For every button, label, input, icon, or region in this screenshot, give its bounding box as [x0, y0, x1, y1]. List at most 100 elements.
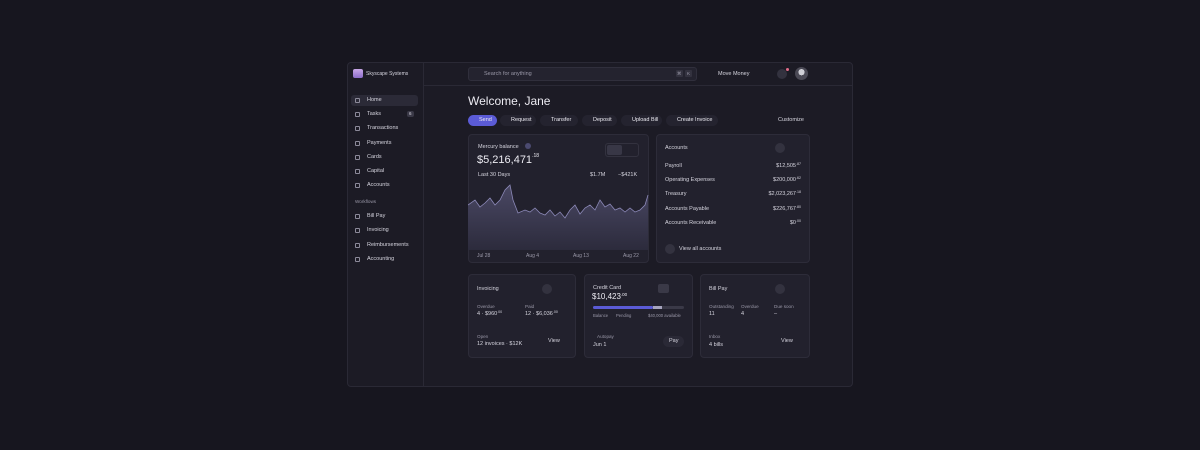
account-balance: $0.00	[790, 219, 801, 227]
paid-label: Paid	[525, 304, 535, 309]
action-label[interactable]: Send	[479, 117, 492, 123]
pay-button[interactable]	[663, 336, 684, 347]
balance-amount: $5,216,471.18	[477, 154, 539, 167]
search-placeholder: Search for anything	[484, 71, 532, 77]
account-balance: $226,767.80	[773, 205, 801, 213]
company-logo	[353, 69, 363, 78]
period[interactable]: Last 30 Days	[478, 172, 511, 178]
chart-toggle[interactable]	[605, 143, 639, 157]
action-button[interactable]	[468, 115, 497, 126]
nav-item[interactable]: Cards	[367, 154, 382, 160]
action-button[interactable]	[500, 115, 536, 126]
balance-label: Mercury balance	[478, 144, 519, 150]
kbd	[685, 70, 692, 77]
shortcut-key: K	[687, 71, 691, 76]
bill-pay-card	[700, 274, 810, 358]
nav-item[interactable]: Tasks	[367, 111, 382, 117]
available: $40,000 available	[648, 313, 681, 318]
action-label[interactable]: Create Invoice	[677, 117, 713, 123]
nav-item[interactable]: Accounts	[367, 182, 390, 188]
shield-icon	[525, 143, 531, 149]
notifications[interactable]	[777, 69, 787, 79]
inbox-value: 4 bills	[709, 342, 724, 348]
stat-label: Overdue	[741, 304, 759, 309]
nav-item[interactable]: Payments	[367, 140, 392, 146]
outflow: −$421K	[618, 172, 638, 178]
action-label[interactable]: Upload Bill	[632, 117, 659, 123]
action-button[interactable]	[666, 115, 718, 126]
add-button[interactable]	[775, 284, 785, 294]
view-link[interactable]: View	[781, 338, 793, 344]
paid-main: 12 · $6,036	[525, 311, 553, 317]
overdue-main: 4 · $960	[477, 311, 498, 317]
account-amount: $200,000	[773, 177, 796, 184]
pending-legend: Pending	[616, 313, 632, 318]
accounts-card	[656, 134, 810, 263]
action-button[interactable]	[621, 115, 662, 126]
account-name[interactable]: Operating Expenses	[665, 177, 715, 184]
account-cents: .80	[796, 204, 801, 209]
nav-item[interactable]: Reimbursements	[367, 242, 409, 248]
stat-label: Outstanding	[709, 304, 734, 309]
account-cents: .00	[796, 218, 801, 223]
account-name[interactable]: Payroll	[665, 163, 682, 169]
stat-value: 4	[741, 311, 745, 317]
nav-icon	[355, 213, 360, 219]
nav-item[interactable]: Invoicing	[367, 227, 389, 233]
notification-dot	[786, 68, 789, 71]
credit-main: $10,423	[592, 292, 621, 301]
action-label[interactable]: Transfer	[551, 117, 572, 123]
nav-item[interactable]: Accounting	[367, 256, 395, 262]
stat-value: –	[774, 311, 778, 317]
account-name[interactable]: Treasury	[665, 191, 687, 198]
company-name[interactable]: Skyscape Systems	[366, 71, 409, 77]
autopay-label: Autopay	[597, 334, 614, 339]
add-button[interactable]	[542, 284, 552, 294]
account-cents: .87	[796, 162, 801, 166]
credit-bar-balance	[593, 306, 653, 309]
search-box[interactable]	[468, 67, 697, 81]
account-balance: $12,505.87	[776, 162, 801, 170]
nav-item[interactable]: Capital	[367, 168, 385, 174]
action-button[interactable]	[540, 115, 578, 126]
open-value: 12 invoices · $12K	[477, 341, 523, 347]
view-all-icon	[665, 244, 675, 254]
inflow: $1.7M	[590, 172, 606, 178]
customize[interactable]: Customize	[778, 117, 804, 123]
pay-label[interactable]: Pay	[669, 338, 679, 344]
account-name[interactable]: Accounts Payable	[665, 205, 710, 212]
balance-chart	[468, 184, 649, 250]
line-view[interactable]	[607, 145, 622, 155]
nav-icon	[355, 256, 360, 262]
nav-item[interactable]: Home	[367, 97, 382, 103]
account-amount: $226,767	[773, 205, 796, 212]
date-label: Aug 13	[573, 253, 589, 259]
nav-icon	[355, 140, 360, 146]
inbox-label: Inbox	[709, 334, 721, 339]
account-cents: .18	[796, 190, 801, 195]
action-label[interactable]: Deposit	[593, 117, 612, 123]
nav-item[interactable]: Bill Pay	[367, 213, 386, 219]
balance-main: $5,216,471	[477, 154, 533, 166]
action-label[interactable]: Request	[511, 117, 532, 123]
view-all-accounts[interactable]: View all accounts	[679, 246, 722, 252]
section-label: Workflows	[355, 199, 377, 204]
add-button[interactable]	[775, 143, 785, 153]
account-name[interactable]: Accounts Receivable	[665, 219, 717, 226]
balance-line	[468, 184, 649, 219]
view-link[interactable]: View	[548, 338, 560, 344]
nav-badge: 6	[409, 111, 412, 116]
bill-pay-title: Bill Pay	[709, 286, 728, 292]
nav-item[interactable]: Transactions	[367, 125, 399, 131]
nav-icon	[355, 168, 360, 174]
nav-icon	[355, 125, 360, 131]
welcome-title: Welcome, Jane	[468, 94, 551, 108]
action-button[interactable]	[582, 115, 617, 126]
nav-icon	[355, 111, 360, 117]
avatar[interactable]	[795, 67, 808, 80]
balance-cents: .18	[532, 153, 540, 159]
date-label: Jul 28	[477, 253, 491, 259]
nav-icon	[355, 97, 360, 103]
move-money[interactable]: Move Money	[718, 71, 750, 77]
